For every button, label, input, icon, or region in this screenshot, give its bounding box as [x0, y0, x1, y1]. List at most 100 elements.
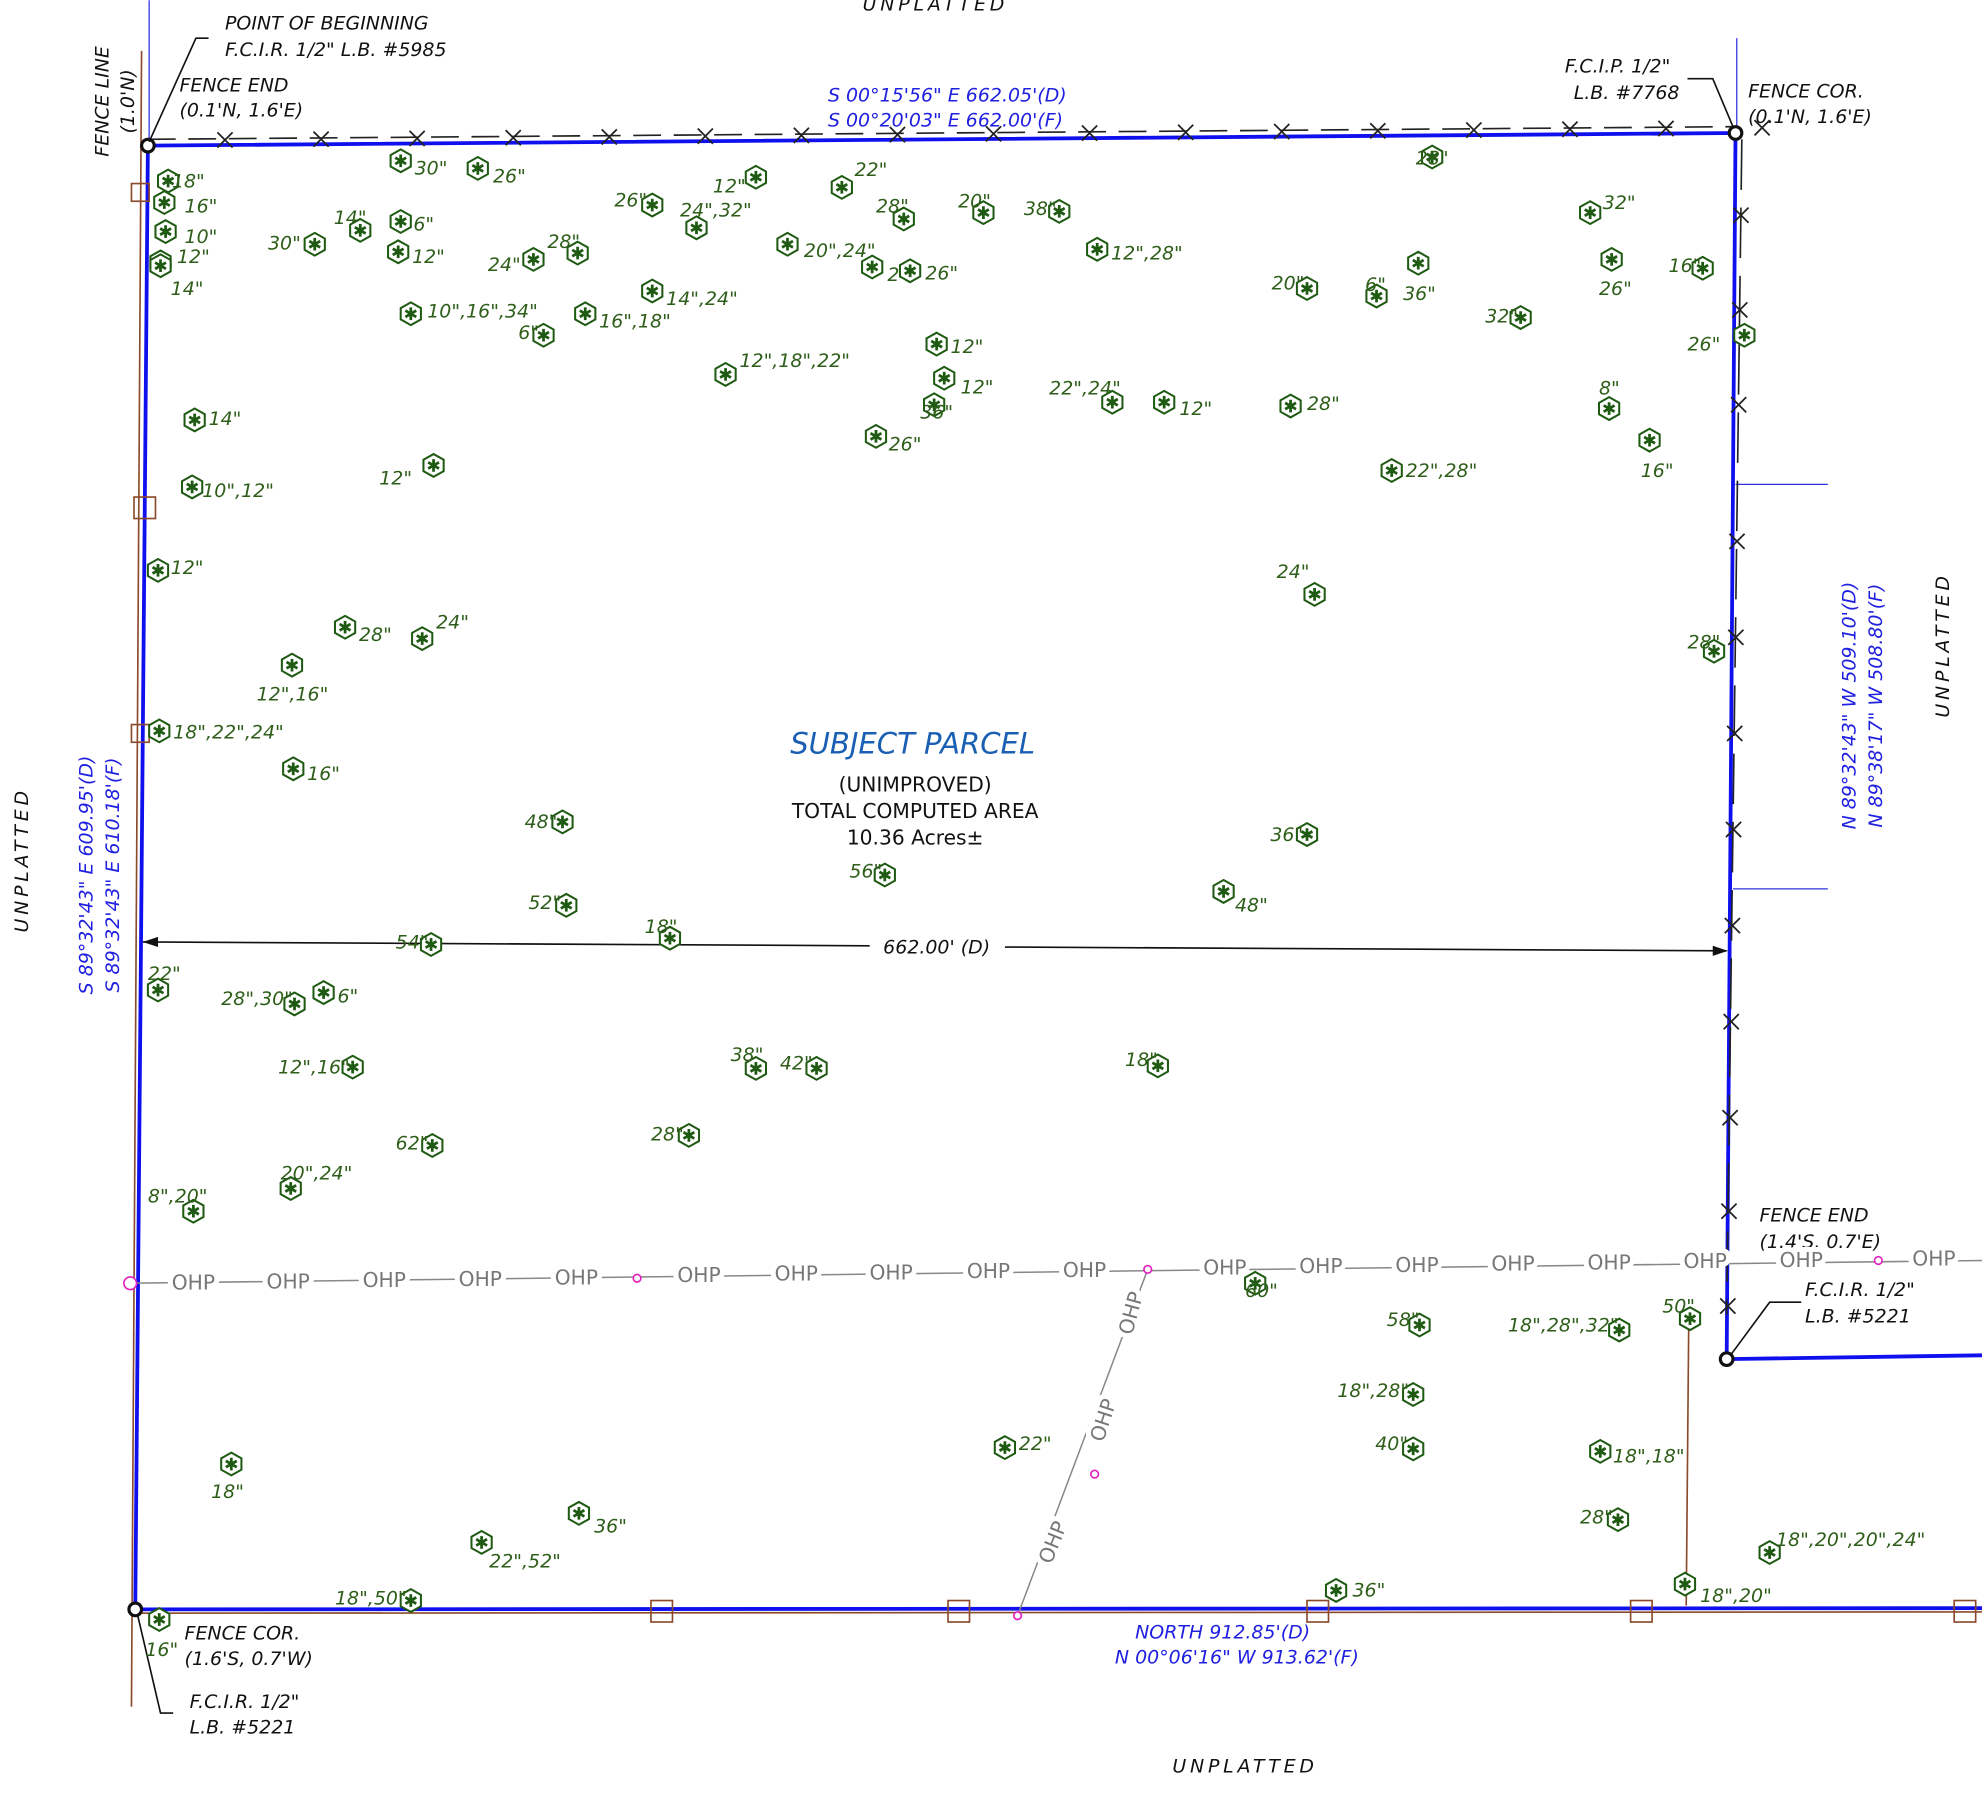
ohp-label: OHP: [967, 1259, 1010, 1283]
tree-symbol: [399, 300, 423, 327]
tree-label: 10",12": [202, 480, 274, 502]
fence-x: [1753, 119, 1771, 136]
bearing-field: S 00°20'03" E 662.00'(F): [828, 110, 1063, 132]
fence-x: [1177, 124, 1194, 141]
tree-label: 38": [1024, 198, 1057, 220]
fence-x: [793, 127, 810, 144]
tree-symbol: [333, 614, 357, 641]
tree-label: 30": [415, 158, 448, 180]
fence-x: [1273, 123, 1290, 140]
fence-x: [1723, 1013, 1740, 1030]
tree-label: 10": [185, 226, 218, 248]
tree-label: 42": [780, 1053, 813, 1075]
bearing-deed: S 00°15'56" E 662.05'(D): [828, 84, 1067, 106]
tree-label: 12": [961, 376, 994, 398]
tree-label: 22",24": [1049, 378, 1121, 400]
fence-x: [1369, 122, 1387, 139]
tree-symbol: [744, 164, 768, 191]
parcel-area-label: TOTAL COMPUTED AREA: [791, 799, 1039, 823]
tree-symbol: [932, 365, 956, 391]
tree-symbol: [1324, 1577, 1348, 1604]
fence-x: [1721, 1109, 1739, 1126]
fence-x: [697, 127, 714, 145]
monument-title: F.C.I.R. 1/2": [190, 1691, 300, 1713]
monument-title: F.C.I.R. 1/2": [1805, 1279, 1915, 1301]
tree-label: 22",28": [1406, 460, 1478, 482]
tree-label: 22": [148, 963, 181, 985]
tree-label: 18",28",32": [1508, 1314, 1619, 1336]
ohp-label: OHP: [459, 1267, 502, 1291]
tree-label: 12": [412, 246, 445, 268]
tree-label: 48": [525, 811, 558, 833]
tree-label: 12": [379, 467, 412, 489]
tree-label: 18": [172, 170, 205, 192]
ohp-label: OHP: [1034, 1518, 1072, 1567]
tree-label: 22": [1019, 1433, 1052, 1455]
tree-label: 16": [145, 1639, 178, 1661]
tree-label: 12": [171, 557, 204, 579]
tree-label: 14": [334, 207, 367, 229]
reference-lines: [148, 0, 1828, 890]
tree-symbol: [864, 423, 888, 450]
fence-lines: [130, 50, 1982, 1707]
tree-symbol: [1212, 878, 1236, 905]
tree-symbol: [386, 239, 410, 265]
ohp-label: OHP: [869, 1260, 912, 1284]
dimension-label: 662.00' (D): [883, 936, 990, 958]
tree-label: 22",52": [489, 1551, 561, 1573]
fence-end-offset: (1.4'S, 0.7'E): [1760, 1231, 1882, 1253]
tree-symbol: [898, 258, 922, 284]
fence-x: [1724, 917, 1741, 934]
tree-symbol: [1085, 236, 1109, 263]
tree-symbol: [183, 407, 207, 433]
tree-label: 10",16",34": [427, 301, 538, 323]
fence-x: [504, 129, 522, 146]
tree-label: 22": [854, 159, 887, 181]
bearing-deed: N 89°32'43" W 509.10'(D): [1839, 582, 1861, 830]
ohp-label: OHP: [1491, 1252, 1534, 1276]
tree-symbol: [775, 231, 799, 257]
fence-x: [1719, 1297, 1737, 1315]
tree-symbol: [389, 148, 413, 174]
tree-label: 12": [1179, 398, 1212, 420]
tree-symbol: [280, 652, 304, 678]
fence-x: [985, 125, 1002, 143]
fence-x: [1081, 124, 1098, 142]
tree-symbol: [1600, 246, 1624, 273]
tree-symbol: [1152, 389, 1176, 416]
tree-label: 28": [1580, 1506, 1613, 1528]
tree-label: 16": [307, 763, 340, 785]
tree-label: 20",24": [804, 240, 876, 262]
tree-label: 6": [1365, 274, 1386, 296]
ohp-label: OHP: [1114, 1289, 1148, 1337]
bearing-deed: NORTH 912.85'(D): [1135, 1621, 1310, 1643]
tree-label: 16": [185, 196, 218, 218]
tree-label: 28": [1416, 148, 1449, 170]
tree-symbol: [1588, 1438, 1612, 1465]
fence-x: [889, 126, 906, 143]
fence-x: [1725, 821, 1742, 838]
fence-x: [1727, 629, 1745, 646]
tree-symbol: [993, 1434, 1017, 1461]
power-line: [126, 1259, 1982, 1616]
fence-x: [1561, 121, 1579, 138]
trees: 30" 26"18"16"10"12"14"30"14" 6"12" 24"28"26…: [145, 144, 1925, 1661]
tree-label: 14": [209, 408, 242, 430]
tree-label: 36": [1403, 283, 1436, 305]
tree-symbol: [466, 155, 490, 182]
tree-label: 24": [488, 254, 521, 276]
fence-cor-title: FENCE COR.: [1748, 81, 1864, 103]
fence-x: [1657, 120, 1675, 137]
ohp-label: OHP: [1395, 1253, 1438, 1277]
tree-label: 20": [1272, 273, 1305, 295]
unplatted-label: UNPLATTED: [1172, 1755, 1317, 1777]
tree-symbol: [281, 756, 305, 782]
tree-label: 18",18": [1613, 1446, 1685, 1468]
tree-symbol: [567, 1500, 591, 1527]
dimension-line: [142, 936, 1728, 956]
tree-label: 18",28": [1337, 1380, 1409, 1402]
tree-label: 56": [849, 861, 882, 883]
monuments: [127, 125, 1744, 1618]
monument-lb: L.B. #5221: [190, 1716, 296, 1738]
ohp-label: OHP: [1203, 1255, 1246, 1279]
